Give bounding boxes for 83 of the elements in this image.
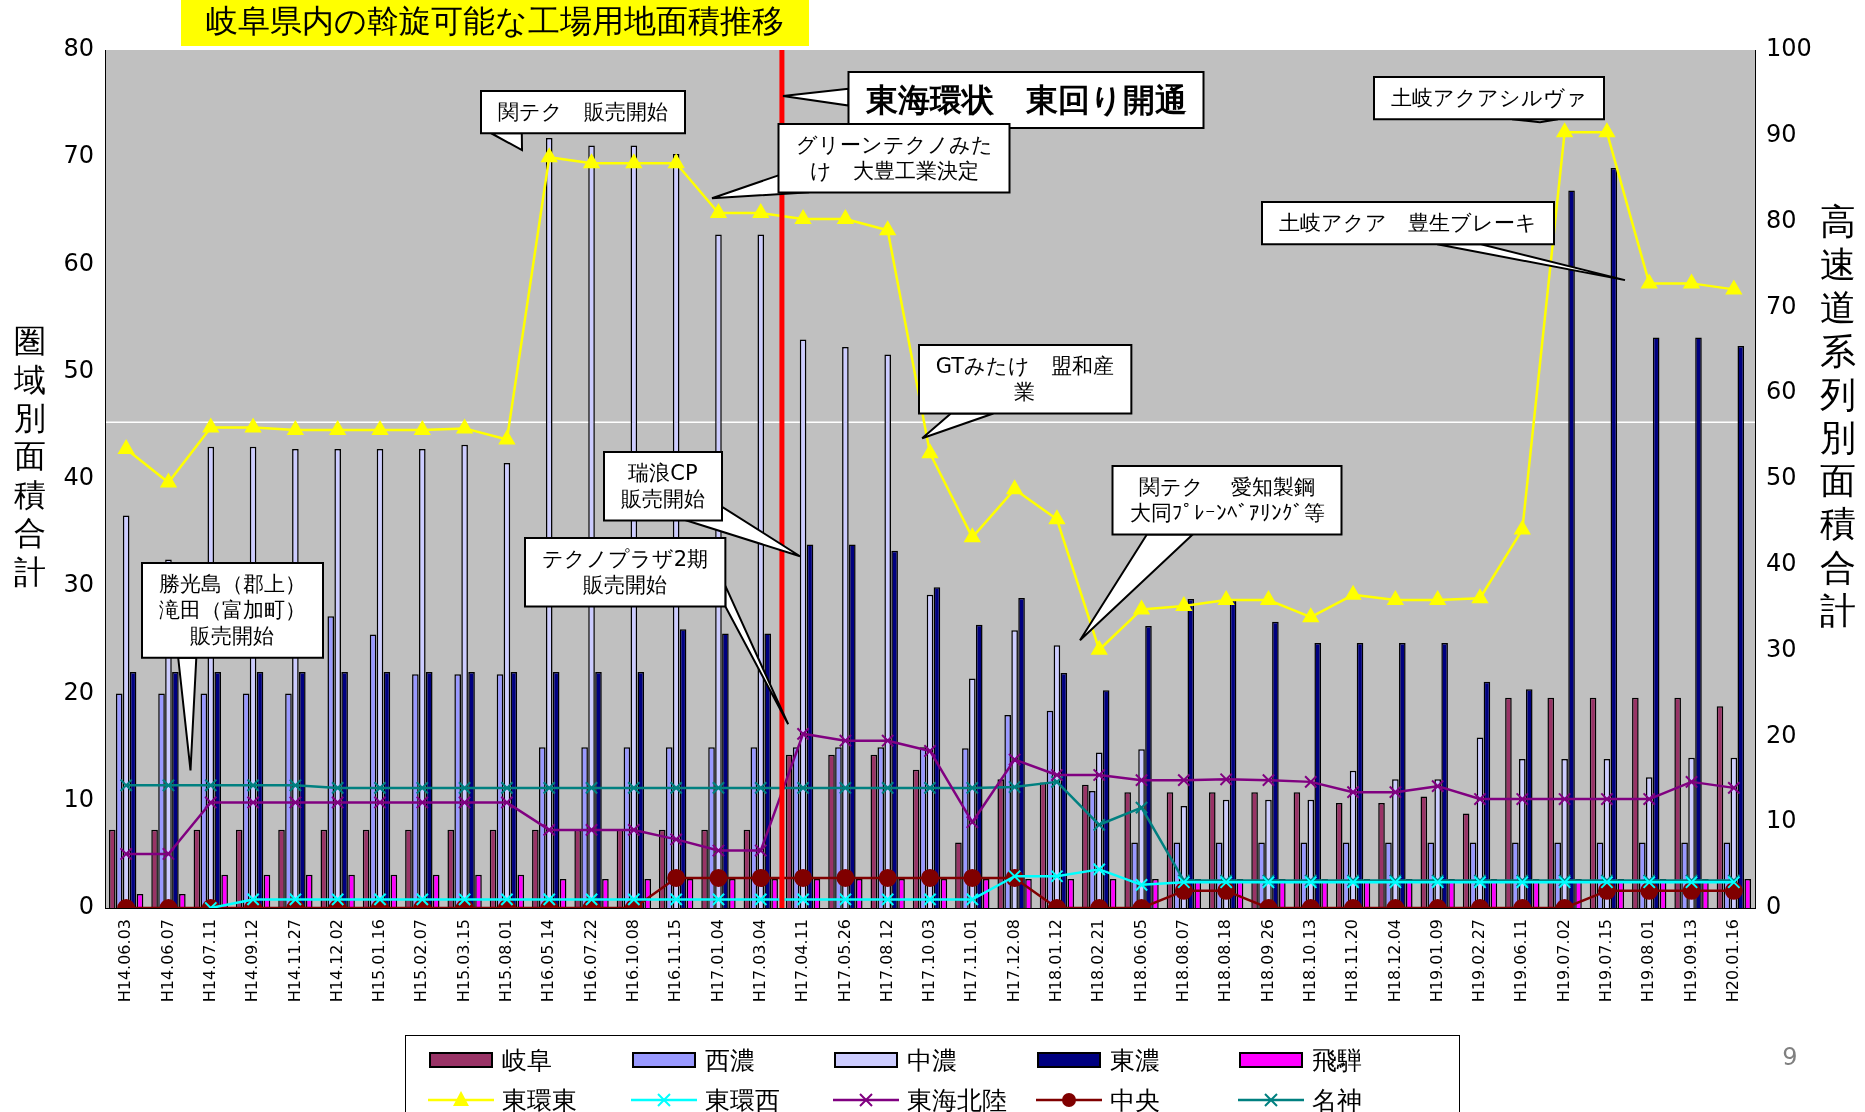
- x-tick-label: H14.06.03: [115, 919, 135, 1003]
- y-tick-label: 10: [63, 784, 94, 813]
- x-tick-label: H16.10.08: [623, 919, 642, 1003]
- legend-label: 中濃: [907, 1044, 958, 1077]
- legend-label: 東環西: [704, 1084, 780, 1112]
- x-tick-label: H17.08.12: [876, 919, 896, 1003]
- y2-tick-label: 80: [1766, 205, 1797, 234]
- text: 高速道系列別面積合計: [1820, 200, 1856, 631]
- y2-tick-label: 20: [1766, 720, 1797, 749]
- x-tick-label: H17.01.04: [707, 919, 727, 1003]
- x-tick-label: H15.03.15: [453, 919, 473, 1003]
- y2-tick-label: 100: [1766, 34, 1812, 63]
- annotation: 土岐アクアシルヴァ: [1390, 84, 1588, 112]
- legend-label: 西濃: [704, 1044, 755, 1077]
- x-tick-label: H16.05.14: [538, 919, 558, 1003]
- x-tick-label: H14.12.02: [326, 919, 346, 1003]
- x-tick-label: H17.05.26: [834, 919, 854, 1003]
- x-tick-label: H18.12.04: [1384, 919, 1404, 1003]
- text: 9: [1782, 1042, 1798, 1072]
- y-tick-label: 60: [63, 248, 94, 277]
- x-tick-label: H19.01.09: [1426, 919, 1446, 1003]
- x-tick-label: H18.01.12: [1046, 919, 1066, 1003]
- x-tick-label: H17.11.01: [961, 919, 981, 1003]
- x-tick-label: H17.04.11: [792, 919, 812, 1003]
- y2-tick-label: 70: [1766, 291, 1797, 320]
- legend-label: 東濃: [1109, 1044, 1160, 1077]
- annotation: 土岐アクア 豊生ブレーキ: [1278, 209, 1538, 237]
- x-tick-label: H17.10.03: [919, 919, 939, 1003]
- y-tick-label: 70: [63, 141, 94, 170]
- x-tick-label: H15.08.01: [496, 919, 516, 1003]
- x-tick-label: H15.02.07: [411, 919, 431, 1003]
- x-tick-label: H17.03.04: [749, 919, 769, 1003]
- x-tick-label: H19.07.02: [1553, 919, 1573, 1003]
- x-tick-label: H16.07.22: [580, 919, 600, 1003]
- x-tick-label: H18.06.05: [1130, 919, 1150, 1003]
- x-tick-label: H18.02.21: [1088, 919, 1108, 1003]
- x-tick-label: H19.06.11: [1511, 919, 1531, 1003]
- y2-tick-label: 50: [1766, 463, 1797, 492]
- y-tick-label: 30: [63, 570, 94, 599]
- y2-tick-label: 10: [1766, 806, 1797, 835]
- x-tick-label: H18.09.26: [1257, 919, 1277, 1003]
- y-axis-title: 圏域別面積合計: [13, 322, 46, 591]
- x-tick-label: H14.11.27: [284, 919, 304, 1003]
- y-tick-label: 80: [63, 34, 94, 63]
- legend-label: 東環東: [502, 1084, 577, 1112]
- annotation: テクノプラザ2期販売開始: [540, 545, 710, 599]
- y-tick-label: 40: [63, 463, 94, 492]
- y2-tick-label: 30: [1766, 634, 1797, 663]
- legend-label: 東海北陸: [907, 1084, 1008, 1112]
- legend-label: 名神: [1312, 1084, 1363, 1112]
- x-tick-label: H14.07.11: [199, 919, 219, 1003]
- x-tick-label: H19.08.01: [1638, 919, 1658, 1003]
- annotation: GTみたけ 盟和産業: [934, 352, 1116, 406]
- annotation: グリーンテクノみたけ 大豊工業決定: [794, 131, 994, 185]
- annotation: 瑞浪CP販売開始: [620, 459, 706, 513]
- y-tick-label: 20: [63, 677, 94, 706]
- x-tick-label: H18.11.20: [1342, 919, 1362, 1003]
- y2-tick-label: 90: [1766, 120, 1797, 149]
- x-tick-label: H19.07.15: [1596, 919, 1616, 1003]
- x-tick-label: H17.12.08: [1003, 919, 1023, 1003]
- x-tick-label: H18.08.18: [1215, 919, 1235, 1003]
- y-tick-label: 50: [63, 355, 94, 384]
- x-tick-label: H14.09.12: [242, 919, 262, 1003]
- x-tick-label: H14.06.07: [157, 919, 177, 1003]
- y-tick-label: 0: [78, 892, 94, 921]
- ref-line-label: 東海環状 東回り開通: [864, 80, 1188, 120]
- legend-label: 飛騨: [1312, 1044, 1363, 1077]
- legend-label: 中央: [1109, 1084, 1160, 1112]
- y2-tick-label: 60: [1766, 377, 1797, 406]
- x-tick-label: H19.09.13: [1680, 919, 1700, 1003]
- x-tick-label: H18.10.13: [1299, 919, 1319, 1003]
- x-tick-label: H20.01.16: [1723, 919, 1742, 1003]
- x-tick-label: H19.02.27: [1469, 919, 1489, 1003]
- legend-label: 岐阜: [502, 1044, 552, 1077]
- annotation: 勝光島（郡上）滝田（富加町）販売開始: [157, 570, 307, 650]
- y2-tick-label: 40: [1766, 549, 1797, 578]
- x-tick-label: H15.01.16: [369, 919, 389, 1003]
- x-tick-label: H16.11.15: [665, 919, 685, 1003]
- y2-tick-label: 0: [1766, 892, 1782, 921]
- annotation: 関テク 愛知製鋼大同ﾌﾟﾚｰﾝﾍﾞｱﾘﾝｸﾞ等: [1128, 473, 1326, 527]
- chart-title: 岐阜県内の斡旋可能な工場用地面積推移: [206, 2, 784, 41]
- annotation: 関テク 販売開始: [497, 98, 669, 126]
- x-tick-label: H18.08.07: [1173, 919, 1192, 1003]
